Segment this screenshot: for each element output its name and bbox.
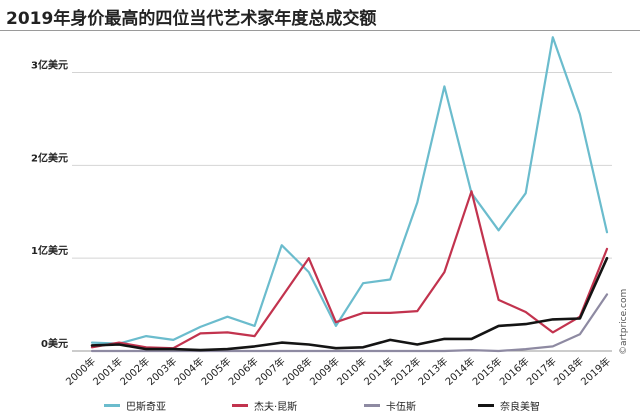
- legend-swatch-nara: [478, 403, 494, 407]
- x-tick-label: 2018年: [551, 355, 586, 388]
- legend-swatch-kaws: [364, 403, 380, 407]
- chart-title: 2019年身价最高的四位当代艺术家年度总成交额: [6, 9, 377, 29]
- legend-item-kaws: 卡伍斯: [364, 396, 416, 414]
- x-tick-label: 2012年: [388, 355, 423, 388]
- source-credit: ©artprice.com: [619, 289, 629, 355]
- line-chart: 0美元 1亿美元 2亿美元 3亿美元 2000年2001年2002年2003年2004…: [31, 36, 629, 388]
- x-tick-label: 2009年: [307, 355, 342, 388]
- legend-item-basquiat: 巴斯奇亚: [104, 396, 166, 414]
- legend-label-nara: 奈良美智: [500, 401, 540, 413]
- y-tick-label: 0美元: [41, 337, 68, 350]
- x-tick-label: 2000年: [63, 355, 98, 388]
- series-line-nara: [90, 256, 609, 352]
- legend-label-basquiat: 巴斯奇亚: [126, 401, 166, 413]
- x-tick-label: 2003年: [144, 355, 179, 388]
- x-axis-ticks: 2000年2001年2002年2003年2004年2005年2006年2007年…: [63, 355, 613, 388]
- x-tick-label: 2019年: [578, 355, 613, 388]
- legend-swatch-koons: [232, 403, 248, 407]
- x-tick-label: 2017年: [524, 355, 559, 388]
- x-tick-label: 2011年: [361, 355, 396, 388]
- x-tick-label: 2006年: [226, 355, 261, 388]
- x-tick-label: 2007年: [253, 355, 288, 388]
- x-tick-label: 2002年: [117, 355, 152, 388]
- legend-label-koons: 杰夫·昆斯: [254, 401, 298, 413]
- legend: 巴斯奇亚 杰夫·昆斯 卡伍斯 奈良美智: [0, 396, 640, 414]
- legend-item-koons: 杰夫·昆斯: [232, 396, 297, 414]
- legend-swatch-basquiat: [104, 403, 120, 407]
- legend-item-nara: 奈良美智: [478, 396, 540, 414]
- y-tick-label: 3亿美元: [31, 58, 68, 71]
- x-tick-label: 2005年: [198, 355, 233, 388]
- x-tick-label: 2015年: [470, 355, 505, 388]
- x-tick-label: 2004年: [171, 355, 206, 388]
- y-tick-label: 1亿美元: [31, 244, 68, 257]
- title-divider: [0, 30, 640, 31]
- x-tick-label: 2008年: [280, 355, 315, 388]
- gridlines: [72, 71, 612, 352]
- legend-label-kaws: 卡伍斯: [386, 401, 416, 413]
- y-tick-label: 2亿美元: [31, 151, 68, 164]
- x-tick-label: 2014年: [442, 355, 477, 388]
- x-tick-label: 2013年: [415, 355, 450, 388]
- y-axis-ticks: 0美元 1亿美元 2亿美元 3亿美元: [31, 58, 68, 350]
- series-line-koons: [90, 190, 609, 350]
- x-tick-label: 2001年: [90, 355, 125, 388]
- series-lines: [90, 36, 609, 353]
- x-tick-label: 2010年: [334, 355, 369, 388]
- series-line-kaws: [90, 293, 609, 353]
- x-tick-label: 2016年: [497, 355, 532, 388]
- series-line-basquiat: [90, 36, 609, 345]
